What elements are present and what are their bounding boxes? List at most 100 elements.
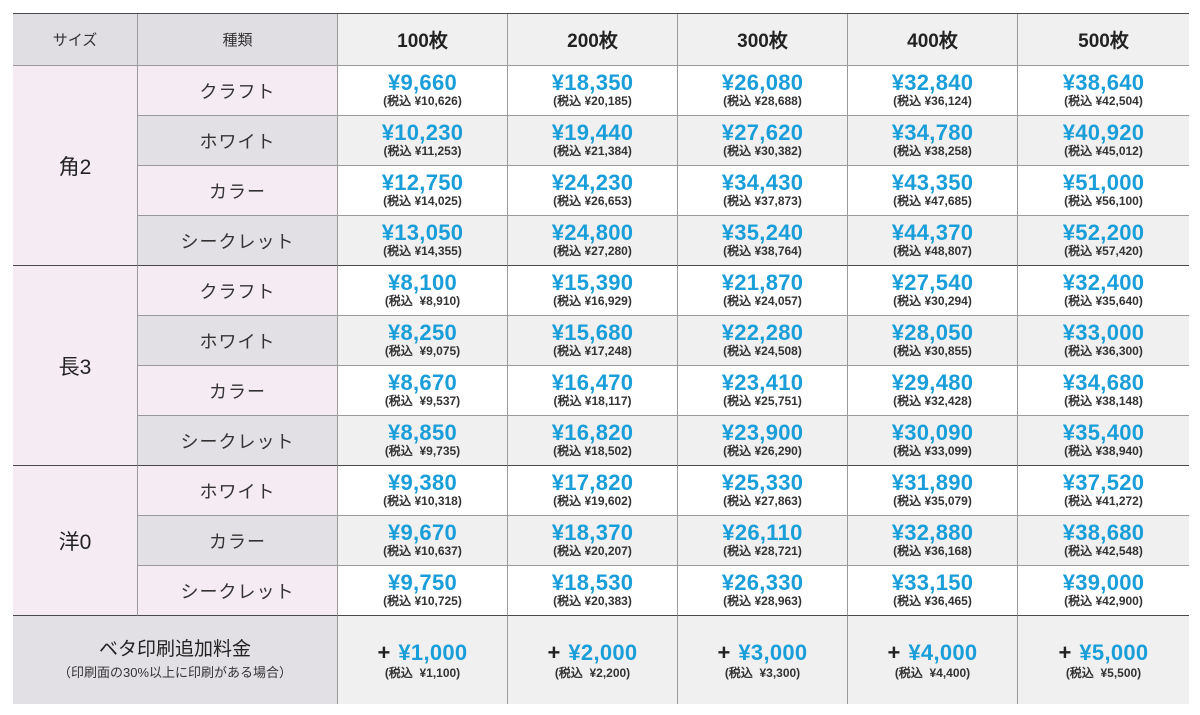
price-cell: ¥12,750 (税込 ¥14,025)	[338, 166, 508, 216]
price-cell: ¥23,900 (税込 ¥26,290)	[678, 416, 848, 466]
price-value: ¥30,090	[891, 420, 974, 445]
beta-price-value: ¥4,000	[908, 639, 978, 665]
tax-included-price: (税込 ¥10,318)	[383, 494, 462, 508]
tax-included-price: (税込 ¥24,057)	[723, 294, 802, 308]
price-value: ¥26,330	[721, 570, 804, 595]
price-value: ¥40,920	[1062, 120, 1145, 145]
price-value: ¥29,480	[891, 370, 974, 395]
price-cell: ¥9,660 (税込 ¥10,626)	[338, 66, 508, 116]
price-cell: ¥10,230 (税込 ¥11,253)	[338, 116, 508, 166]
price-cell: ¥26,110 (税込 ¥28,721)	[678, 516, 848, 566]
beta-surcharge-title: ベタ印刷追加料金	[98, 639, 251, 660]
tax-included-price: (税込 ¥28,688)	[723, 94, 802, 108]
tax-included-price: (税込 ¥38,940)	[1064, 444, 1143, 458]
beta-surcharge-cell: + ¥5,000 (税込 ¥5,500)	[1018, 616, 1189, 704]
tax-included-price: (税込 ¥17,248)	[553, 344, 632, 358]
beta-tax-included-price: (税込 ¥4,400)	[894, 665, 971, 680]
type-cell: ホワイト	[138, 466, 338, 516]
price-cell: ¥32,400 (税込 ¥35,640)	[1018, 266, 1189, 316]
tax-included-price: (税込 ¥26,653)	[553, 194, 632, 208]
price-cell: ¥52,200 (税込 ¥57,420)	[1018, 216, 1189, 266]
price-value: ¥38,640	[1062, 70, 1145, 95]
beta-price-value: ¥5,000	[1079, 639, 1149, 665]
price-cell: ¥39,000 (税込 ¥42,900)	[1018, 566, 1189, 616]
price-value: ¥10,230	[381, 120, 464, 145]
tax-included-price: (税込 ¥30,382)	[723, 144, 802, 158]
price-value: ¥8,100	[387, 270, 458, 295]
type-cell: カラー	[138, 516, 338, 566]
plus-sign: +	[717, 639, 731, 665]
beta-surcharge-cell: + ¥1,000 (税込 ¥1,100)	[338, 616, 508, 704]
price-value: ¥34,680	[1062, 370, 1145, 395]
beta-price-value: ¥3,000	[738, 639, 808, 665]
price-value: ¥18,350	[551, 70, 634, 95]
type-cell: カラー	[138, 366, 338, 416]
tax-included-price: (税込 ¥33,099)	[893, 444, 972, 458]
tax-included-price: (税込 ¥38,148)	[1064, 394, 1143, 408]
tax-included-price: (税込 ¥38,764)	[723, 244, 802, 258]
beta-price-value: ¥1,000	[398, 639, 468, 665]
plus-sign: +	[887, 639, 901, 665]
price-value: ¥24,230	[551, 170, 634, 195]
tax-included-price: (税込 ¥42,900)	[1064, 594, 1143, 608]
size-cell: 長3	[13, 266, 138, 466]
type-cell: ホワイト	[138, 316, 338, 366]
tax-included-price: (税込 ¥48,807)	[893, 244, 972, 258]
header-qty-300: 300枚	[678, 14, 848, 66]
price-cell: ¥19,440 (税込 ¥21,384)	[508, 116, 678, 166]
tax-included-price: (税込 ¥32,428)	[893, 394, 972, 408]
price-cell: ¥22,280 (税込 ¥24,508)	[678, 316, 848, 366]
price-cell: ¥44,370 (税込 ¥48,807)	[848, 216, 1018, 266]
tax-included-price: (税込 ¥41,272)	[1064, 494, 1143, 508]
tax-included-price: (税込 ¥9,537)	[384, 394, 461, 408]
price-value: ¥51,000	[1062, 170, 1145, 195]
beta-surcharge-label: ベタ印刷追加料金 （印刷面の30%以上に印刷がある場合）	[13, 616, 338, 704]
price-value: ¥37,520	[1062, 470, 1145, 495]
price-value: ¥32,880	[891, 520, 974, 545]
price-cell: ¥34,780 (税込 ¥38,258)	[848, 116, 1018, 166]
type-cell: クラフト	[138, 66, 338, 116]
tax-included-price: (税込 ¥36,124)	[893, 94, 972, 108]
price-cell: ¥43,350 (税込 ¥47,685)	[848, 166, 1018, 216]
price-value: ¥38,680	[1062, 520, 1145, 545]
beta-tax-included-price: (税込 ¥2,200)	[554, 665, 631, 680]
price-value: ¥35,240	[721, 220, 804, 245]
header-size: サイズ	[13, 14, 138, 66]
tax-included-price: (税込 ¥9,075)	[384, 344, 461, 358]
price-cell: ¥8,250 (税込 ¥9,075)	[338, 316, 508, 366]
price-cell: ¥35,400 (税込 ¥38,940)	[1018, 416, 1189, 466]
tax-included-price: (税込 ¥57,420)	[1064, 244, 1143, 258]
header-type: 種類	[138, 14, 338, 66]
tax-included-price: (税込 ¥30,855)	[893, 344, 972, 358]
tax-included-price: (税込 ¥30,294)	[893, 294, 972, 308]
price-value: ¥21,870	[721, 270, 804, 295]
type-cell: シークレット	[138, 416, 338, 466]
tax-included-price: (税込 ¥45,012)	[1064, 144, 1143, 158]
plus-sign: +	[547, 639, 561, 665]
beta-price-value: ¥2,000	[568, 639, 638, 665]
beta-surcharge-cell: + ¥2,000 (税込 ¥2,200)	[508, 616, 678, 704]
price-cell: ¥38,640 (税込 ¥42,504)	[1018, 66, 1189, 116]
price-cell: ¥34,430 (税込 ¥37,873)	[678, 166, 848, 216]
beta-surcharge-note: （印刷面の30%以上に印刷がある場合）	[57, 665, 293, 680]
price-value: ¥18,530	[551, 570, 634, 595]
price-cell: ¥33,150 (税込 ¥36,465)	[848, 566, 1018, 616]
tax-included-price: (税込 ¥27,280)	[553, 244, 632, 258]
price-value: ¥13,050	[381, 220, 464, 245]
tax-included-price: (税込 ¥18,502)	[553, 444, 632, 458]
price-value: ¥17,820	[551, 470, 634, 495]
header-qty-100: 100枚	[338, 14, 508, 66]
price-value: ¥19,440	[551, 120, 634, 145]
tax-included-price: (税込 ¥37,873)	[723, 194, 802, 208]
price-cell: ¥18,530 (税込 ¥20,383)	[508, 566, 678, 616]
beta-price-line: + ¥1,000	[378, 640, 468, 666]
price-cell: ¥27,540 (税込 ¥30,294)	[848, 266, 1018, 316]
beta-price-line: + ¥4,000	[888, 640, 978, 666]
price-cell: ¥8,670 (税込 ¥9,537)	[338, 366, 508, 416]
price-cell: ¥8,100 (税込 ¥8,910)	[338, 266, 508, 316]
price-value: ¥34,430	[721, 170, 804, 195]
price-value: ¥52,200	[1062, 220, 1145, 245]
price-cell: ¥31,890 (税込 ¥35,079)	[848, 466, 1018, 516]
tax-included-price: (税込 ¥56,100)	[1064, 194, 1143, 208]
price-value: ¥9,380	[387, 470, 458, 495]
